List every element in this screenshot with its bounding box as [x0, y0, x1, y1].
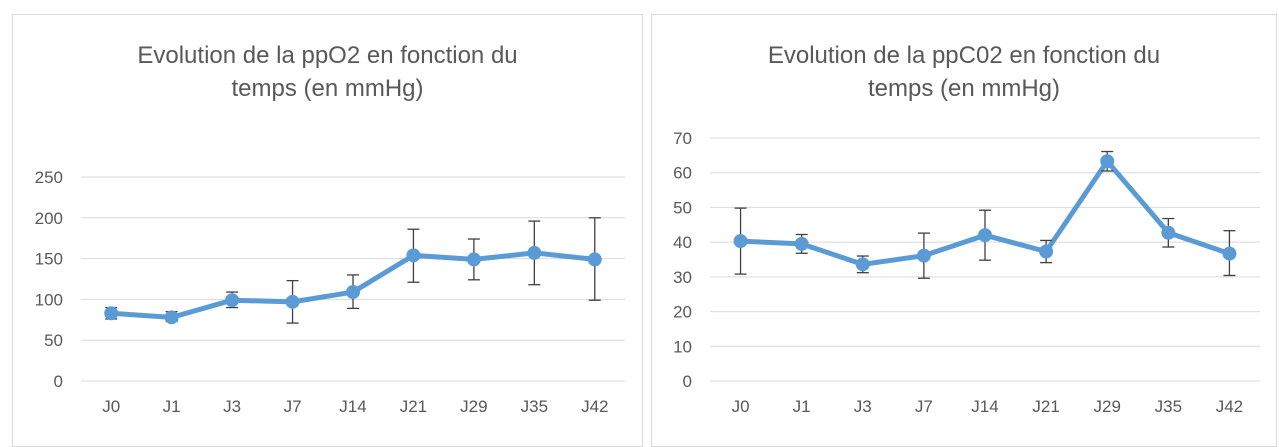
data-point [527, 245, 542, 260]
x-tick-label: J35 [521, 397, 548, 416]
x-tick-label: J3 [854, 397, 872, 416]
data-point [1039, 244, 1054, 259]
data-point [855, 257, 870, 272]
data-point [1222, 246, 1237, 261]
data-point [587, 252, 602, 267]
x-tick-label: J14 [339, 397, 366, 416]
y-tick-label: 50 [44, 331, 63, 350]
x-tick-label: J0 [732, 397, 750, 416]
y-tick-label: 100 [35, 290, 63, 309]
data-point [346, 285, 360, 300]
x-tick-label: J29 [460, 397, 487, 416]
chart-ppco2: Evolution de la ppC02 en fonction du tem… [651, 14, 1277, 447]
chart-plot-area: 0 10 20 30 40 50 60 70 J0 J1 J3 J7 J14 J21 J29 J35 J42 [673, 129, 1260, 416]
y-tick-label: 0 [683, 372, 692, 391]
y-tick-label: 50 [673, 198, 692, 217]
y-tick-label: 20 [673, 303, 692, 322]
data-point [406, 248, 421, 263]
x-tick-label: J35 [1155, 397, 1182, 416]
x-tick-label: J7 [915, 397, 933, 416]
data-point [225, 293, 240, 308]
x-tick-label: J1 [793, 397, 811, 416]
x-tick-label: J42 [581, 397, 608, 416]
data-point [1100, 154, 1115, 169]
x-tick-label: J3 [223, 397, 241, 416]
data-point [978, 228, 992, 243]
y-tick-label: 60 [673, 164, 692, 183]
x-tick-label: J7 [284, 397, 302, 416]
data-point [104, 306, 119, 321]
data-point [733, 234, 748, 249]
data-point [916, 248, 931, 263]
y-tick-label: 10 [673, 337, 692, 356]
x-tick-label: J21 [400, 397, 427, 416]
data-point [794, 236, 809, 251]
y-tick-label: 40 [673, 233, 692, 252]
x-tick-label: J1 [163, 397, 181, 416]
y-tick-label: 250 [35, 168, 63, 187]
x-tick-label: J14 [971, 397, 998, 416]
y-tick-label: 70 [673, 129, 692, 148]
y-tick-label: 150 [35, 250, 63, 269]
chart-title: Evolution de la ppC02 en fonction du tem… [767, 42, 1161, 102]
data-point [1161, 225, 1176, 240]
x-tick-label: J21 [1032, 397, 1059, 416]
y-tick-label: 0 [54, 372, 63, 391]
x-tick-label: J42 [1216, 397, 1243, 416]
chart-plot-area: 0 50 100 150 200 250 J0 J1 J3 J7 J14 J21 J29 J35 J42 [35, 168, 625, 416]
data-point [164, 310, 179, 325]
x-tick-label: J0 [102, 397, 120, 416]
y-tick-label: 200 [35, 209, 63, 228]
chart-title: Evolution de la ppO2 en fonction du temp… [137, 42, 518, 102]
data-point [466, 252, 481, 267]
y-tick-label: 30 [673, 268, 692, 287]
chart-ppo2: Evolution de la ppO2 en fonction du temp… [12, 14, 643, 447]
data-point [285, 294, 300, 309]
x-tick-label: J29 [1094, 397, 1121, 416]
